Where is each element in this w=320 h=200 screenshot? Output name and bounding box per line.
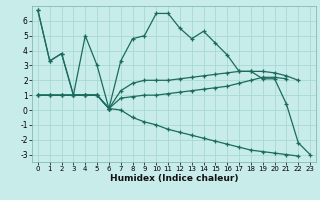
X-axis label: Humidex (Indice chaleur): Humidex (Indice chaleur) [110, 174, 238, 183]
